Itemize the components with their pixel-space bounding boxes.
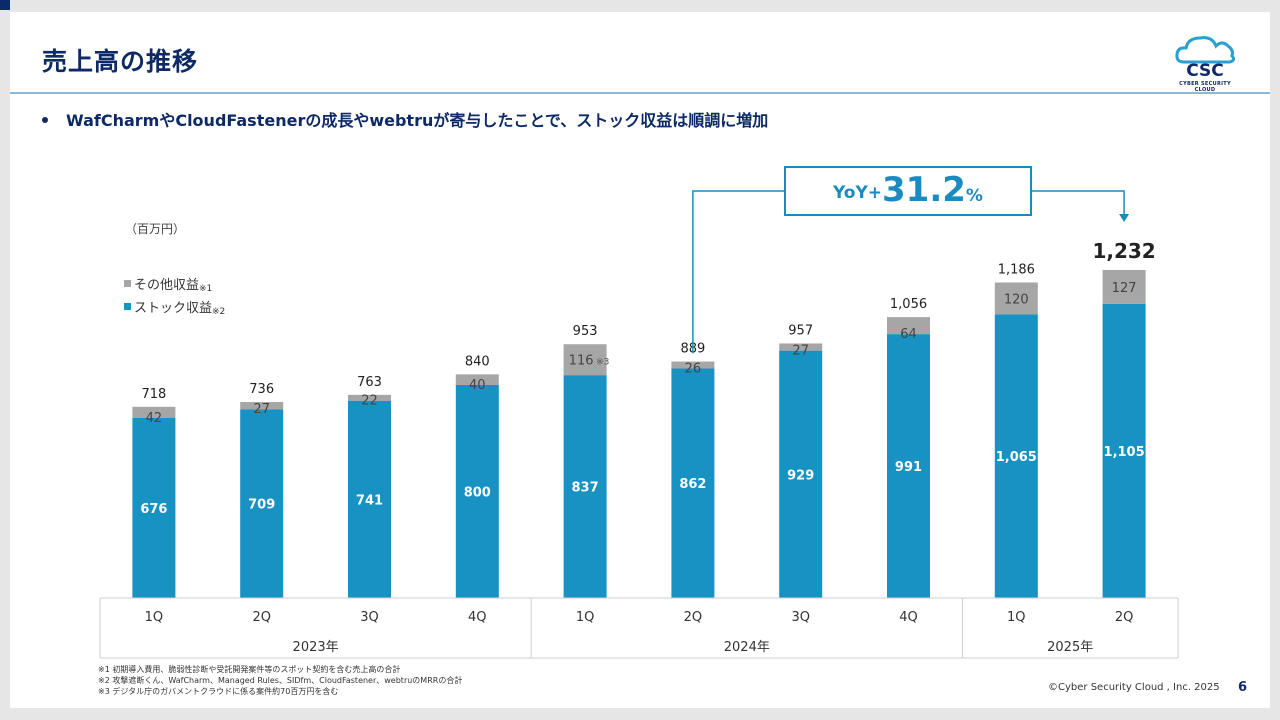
- data-label-stock: 676: [140, 502, 167, 517]
- data-label-stock: 709: [248, 498, 275, 513]
- bullet-dot-icon: [42, 116, 48, 123]
- data-label-other: 22: [361, 394, 378, 409]
- summary-text: WafCharmやCloudFastenerの成長やwebtruが寄与したことで…: [66, 111, 769, 130]
- legend-note-stock: ※2: [212, 307, 226, 317]
- bar-other: [994, 282, 1038, 315]
- bar-stock: [563, 375, 607, 598]
- group-label: 2025年: [1047, 640, 1093, 655]
- bar-stock: [887, 334, 930, 598]
- bar-other: [887, 317, 930, 335]
- data-label-total: 736: [249, 382, 274, 397]
- data-label-stock: 1,065: [996, 450, 1037, 465]
- legend-label-stock: ストック収益: [134, 301, 213, 316]
- bar-other: [779, 343, 823, 351]
- yoy-suffix: %: [965, 186, 983, 206]
- slide: 売上高の推移 CSC CYBER SECURITY CLOUD WafCharm…: [10, 12, 1270, 708]
- tick-label: 2Q: [684, 610, 703, 625]
- tick-label: 3Q: [360, 610, 379, 625]
- footnote: ※2 攻撃遮断くん、WafCharm、Managed Rules、SIDfm、C…: [98, 676, 463, 685]
- data-label-other: 27: [253, 402, 270, 417]
- title-divider: [10, 92, 1270, 94]
- bar-other: [671, 361, 715, 369]
- summary-bullet: WafCharmやCloudFastenerの成長やwebtruが寄与したことで…: [42, 107, 768, 131]
- yoy-value: 31.2: [882, 170, 966, 210]
- data-label-total: 840: [465, 354, 490, 369]
- bar-stock: [240, 409, 284, 598]
- data-label-other: 127: [1112, 281, 1137, 296]
- cloud-logo-icon: CSC: [1175, 36, 1236, 81]
- data-label-total: 1,056: [890, 297, 927, 312]
- logo-subtext: CYBER SECURITY CLOUD: [1179, 81, 1231, 93]
- bar-stock: [779, 350, 823, 598]
- data-label-stock: 862: [679, 477, 706, 492]
- bar-stock: [455, 384, 499, 598]
- data-label-other: 40: [469, 378, 486, 393]
- page-number: 6: [1238, 680, 1248, 695]
- page-title: 売上高の推移: [42, 47, 199, 76]
- tick-label: 2Q: [1115, 610, 1134, 625]
- yoy-prefix: YoY+: [833, 183, 883, 203]
- tick-label: 1Q: [145, 610, 164, 625]
- data-label-total: 953: [573, 324, 598, 339]
- copyright: ©Cyber Security Cloud , Inc. 2025: [1048, 682, 1220, 693]
- legend-item-stock: ストック収益※2: [124, 298, 225, 321]
- yoy-arrow-icon: [1119, 214, 1130, 222]
- data-label-stock: 1,105: [1104, 445, 1145, 460]
- bar-other: [1102, 269, 1146, 304]
- unit-label: （百万円）: [125, 222, 186, 236]
- tick-label: 1Q: [576, 610, 595, 625]
- company-logo: CSC CYBER SECURITY CLOUD: [1170, 32, 1240, 93]
- data-label-stock: 929: [787, 468, 814, 483]
- bar-other: [455, 374, 499, 385]
- data-label-total: 1,232: [1092, 239, 1155, 263]
- data-label-total: 957: [788, 323, 813, 338]
- bar-stock: [132, 418, 176, 598]
- bar-stock: [671, 368, 715, 598]
- tick-label: 4Q: [468, 610, 487, 625]
- corner-accent: [0, 0, 10, 10]
- data-label-total: 718: [141, 387, 166, 402]
- data-label-stock: 991: [895, 460, 922, 475]
- group-label: 2024年: [724, 640, 770, 655]
- data-label-other: 26: [685, 361, 702, 376]
- yoy-connector-left: [692, 190, 784, 354]
- legend-item-other: その他収益※1: [124, 275, 225, 298]
- data-label-other: 116: [569, 354, 594, 369]
- logo-text: CSC: [1186, 61, 1224, 80]
- tick-label: 1Q: [1007, 610, 1026, 625]
- data-label-total: 763: [357, 375, 382, 390]
- footnote: ※3 デジタル庁のガバメントクラウドに係る案件約70百万円を含む: [98, 687, 339, 696]
- data-label-stock: 837: [572, 481, 599, 496]
- bar-other: [240, 402, 284, 410]
- data-label-other: 120: [1004, 292, 1029, 307]
- bar-stock: [348, 400, 391, 598]
- data-label-note: ※3: [596, 358, 609, 368]
- bar-other: [348, 394, 391, 401]
- data-label-stock: 800: [464, 485, 491, 500]
- bar-stock: [1102, 303, 1146, 598]
- bar-other: [132, 406, 176, 418]
- footnote: ※1 初期導入費用、脆弱性診断や受託開発案件等のスポット契約を含む売上高の合計: [98, 665, 401, 674]
- footnotes: ※1 初期導入費用、脆弱性診断や受託開発案件等のスポット契約を含む売上高の合計 …: [98, 664, 462, 697]
- tick-label: 4Q: [899, 610, 918, 625]
- data-label-other: 64: [900, 327, 917, 342]
- data-label-other: 27: [792, 344, 809, 359]
- bar-stock: [994, 314, 1038, 598]
- legend-swatch-stock: [124, 303, 131, 310]
- legend-note-other: ※1: [199, 284, 213, 294]
- chart-legend: その他収益※1 ストック収益※2: [124, 275, 225, 321]
- legend-swatch-other: [124, 280, 131, 287]
- data-label-other: 42: [146, 411, 163, 426]
- legend-label-other: その他収益: [134, 278, 200, 293]
- data-label-total: 1,186: [998, 262, 1035, 277]
- yoy-callout: YoY+31.2%: [784, 166, 1032, 216]
- group-label: 2023年: [293, 640, 339, 655]
- tick-label: 3Q: [791, 610, 810, 625]
- tick-label: 2Q: [252, 610, 271, 625]
- bar-other: [563, 344, 607, 376]
- data-label-stock: 741: [356, 493, 383, 508]
- yoy-connector-right: [1032, 190, 1125, 215]
